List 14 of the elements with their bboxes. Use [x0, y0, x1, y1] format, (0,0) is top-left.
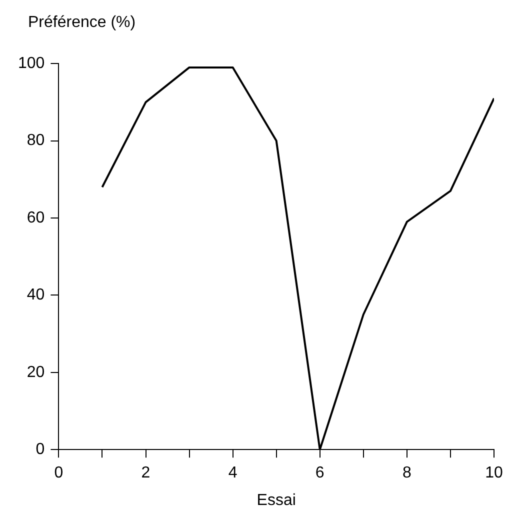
- y-axis-title: Préférence (%): [27, 13, 137, 33]
- y-tick-label: 60: [26, 209, 45, 226]
- y-tick-label: 0: [36, 441, 45, 458]
- x-tick-label: 2: [141, 464, 150, 482]
- x-tick-label: 6: [315, 464, 324, 482]
- x-tick-label: 4: [228, 464, 238, 482]
- y-tick-label: 20: [26, 364, 45, 381]
- y-tick-label: 100: [18, 55, 45, 72]
- y-tick-label: 40: [26, 286, 45, 304]
- y-tick-label: 80: [26, 132, 45, 150]
- x-tick-label: 0: [54, 464, 64, 482]
- x-axis-title: Essai: [256, 492, 296, 509]
- x-tick-label: 10: [485, 464, 503, 482]
- x-tick-label: 8: [402, 464, 412, 482]
